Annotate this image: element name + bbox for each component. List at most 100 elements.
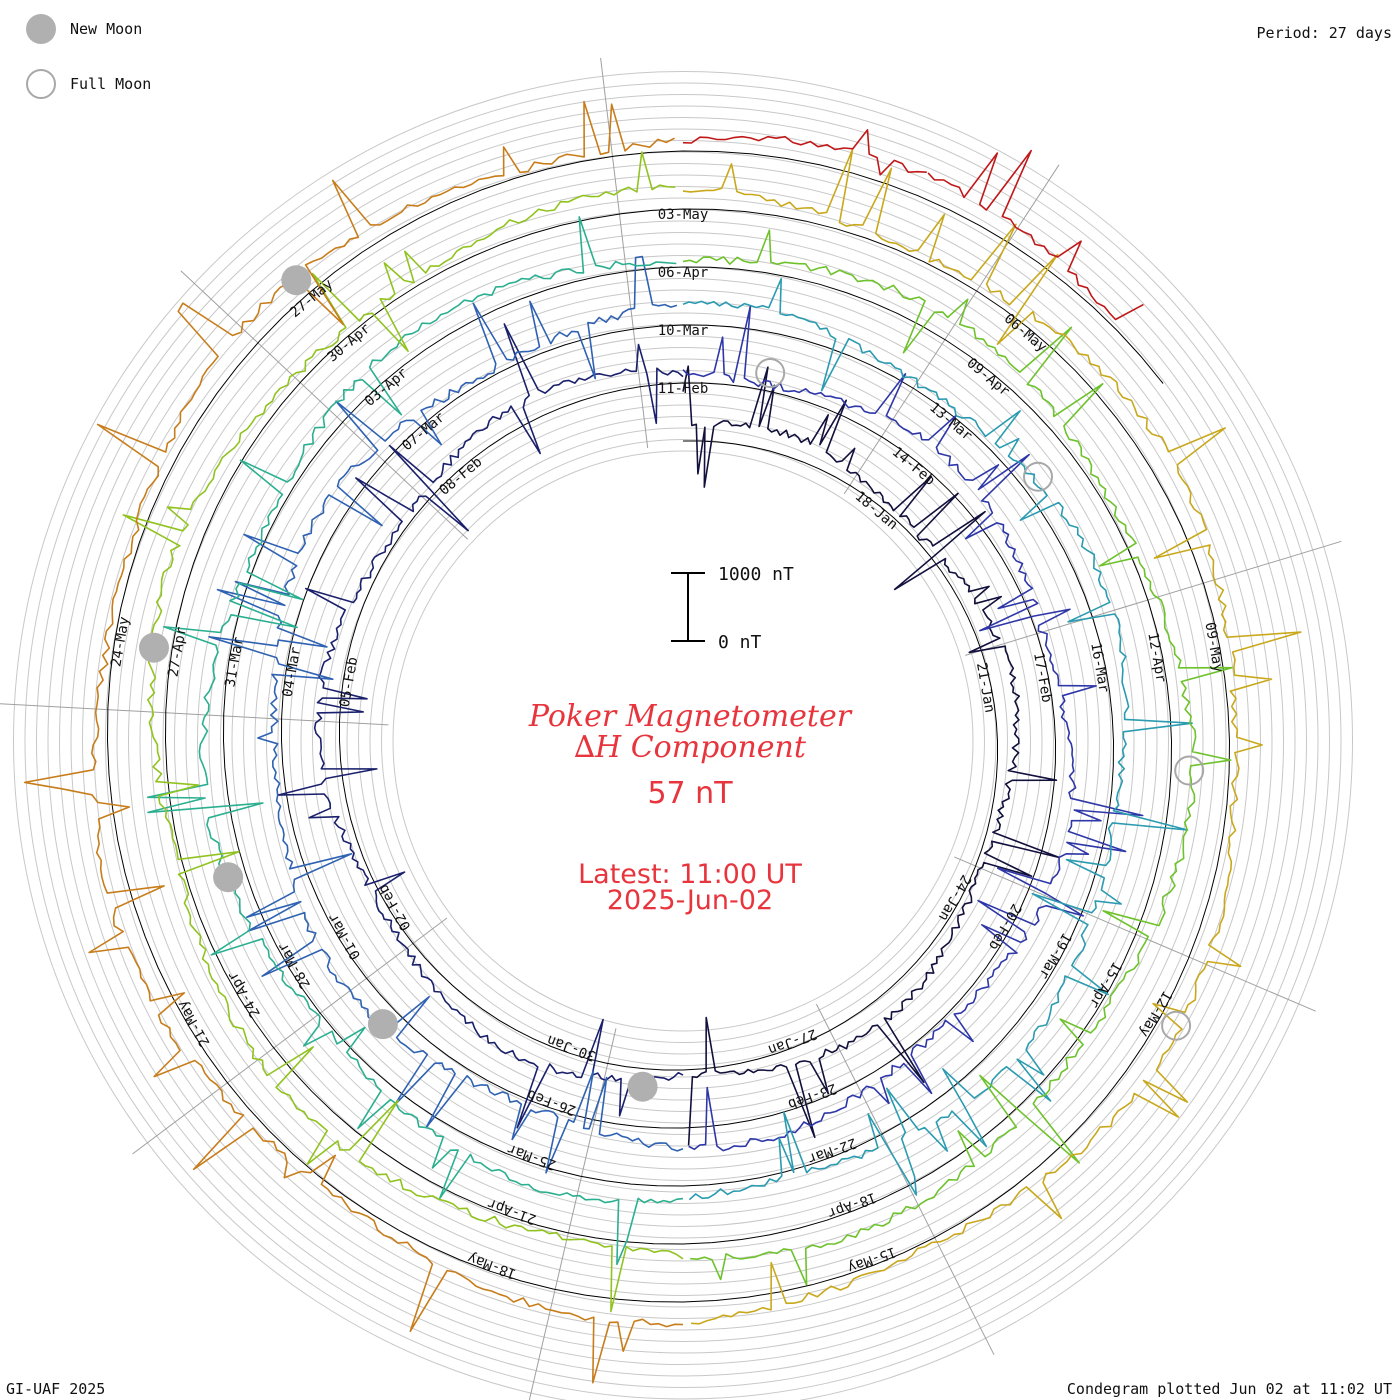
grid-ring [70,128,1296,1354]
grid-ring [392,450,974,1032]
grid-ring [197,255,1169,1227]
date-label: 09-May [1201,621,1226,674]
date-label: 22-Mar [806,1134,859,1166]
baseline-spiral-path [106,150,1231,1303]
trace-rotation-2 [682,305,1144,1152]
new-moon-marker [281,265,312,296]
trace-rotation-1 [682,365,1061,1146]
date-label: 06-Apr [658,265,709,281]
trace-rotation-6 [682,129,927,176]
scale-bar-bottom-label: 0 nT [718,632,762,653]
date-label: 26-Feb [525,1086,578,1118]
grid-ring [139,197,1227,1285]
grid-ring [47,105,1319,1377]
trace-rotation-4 [682,229,1233,1286]
grid-ring [231,289,1135,1193]
date-label: 21-Apr [485,1195,538,1227]
date-label: 10-Mar [658,323,709,339]
date-label: 27-Jan [766,1025,819,1057]
date-label: 06-May [1001,311,1050,356]
latest-date: 2025-Jun-02 [606,885,774,916]
new-moon-icon [26,14,56,44]
new-moon-marker [367,1009,398,1040]
trace-rotation-1 [277,323,684,1129]
footer-plot-time: Condegram plotted Jun 02 at 11:02 UT [1066,1380,1392,1398]
scale-bar: 1000 nT 0 nT [671,564,794,653]
new-moon-marker [213,862,244,893]
spoke-line [180,270,469,540]
chart-subtitle: ∆H Component [574,730,806,765]
date-label: 31-Mar [222,636,247,689]
trace-rotation-2 [208,255,684,1174]
spoke-line [815,1003,995,1355]
trace-rotation-3 [146,216,684,1266]
trace-rotation-5 [682,148,1302,1325]
grid-ring [13,71,1353,1400]
date-label: 04-Mar [280,646,305,699]
full-moon-icon [26,69,56,99]
trace-rotation-5 [23,100,684,1384]
full-moon-label: Full Moon [70,75,152,93]
grid-ring [185,243,1181,1239]
date-label: 30-Jan [545,1031,598,1063]
current-value: 57 nT [647,776,733,811]
legend-full-moon: Full Moon [26,69,151,99]
period-label: Period: 27 days [1256,24,1392,42]
grid-ring [381,439,985,1043]
full-moon-marker [1023,461,1053,492]
spoke-line [954,856,1316,1012]
trace-rotation-3 [682,278,1193,1201]
spoke-line [965,540,1342,656]
grid-ring [59,117,1307,1365]
footer-credit: GI-UAF 2025 [6,1380,106,1398]
chart-title: Poker Magnetometer [528,699,852,734]
full-moon-marker [1174,755,1205,786]
spoke-line [843,164,1060,495]
date-label: 18-Apr [825,1189,878,1221]
moon-markers [139,265,1205,1102]
date-label: 18-May [466,1249,519,1281]
spokes [0,57,1342,1400]
grid-ring [93,151,1273,1331]
new-moon-label: New Moon [70,20,143,38]
date-label: 05-Feb [337,656,362,709]
grid-ring [289,347,1077,1135]
grid-ring [174,232,1192,1250]
grid-ring [300,358,1066,1124]
grid-ring [82,140,1284,1342]
date-label: 12-Apr [1144,631,1169,684]
new-moon-marker [627,1071,658,1102]
grid-ring [162,220,1204,1262]
spoke-line [600,57,649,449]
grid-ring [128,186,1238,1296]
new-moon-marker [139,632,169,663]
spoke-line [0,703,389,726]
date-label: 27-Apr [165,626,190,679]
latest-time: Latest: 11:00 UT [578,859,802,890]
full-moon-marker [755,358,786,388]
date-label: 15-May [845,1243,898,1275]
full-moon-marker [1161,1010,1192,1041]
date-label: 03-May [658,207,709,223]
grid-ring [369,427,997,1055]
grid-ring [358,416,1008,1066]
date-label: 25-Mar [505,1140,558,1172]
grid-ring [105,163,1261,1319]
grid-ring [277,335,1089,1147]
date-label: 11-Feb [658,381,709,397]
magnetometer-traces [23,100,1302,1384]
trace-rotation-4 [122,151,684,1313]
grid-ring [24,82,1342,1400]
date-label: 19-Mar [1035,930,1074,982]
legend-new-moon: New Moon [26,14,142,44]
grid-ring [254,312,1112,1170]
grid-ring [243,301,1123,1181]
spoke-line [132,917,448,1155]
scale-bar-top-label: 1000 nT [718,564,794,585]
grid-rings [13,71,1353,1400]
grid-ring [36,94,1330,1388]
grid-ring [220,278,1146,1204]
grid-ring [323,381,1043,1101]
baseline-spiral [106,150,1231,1303]
